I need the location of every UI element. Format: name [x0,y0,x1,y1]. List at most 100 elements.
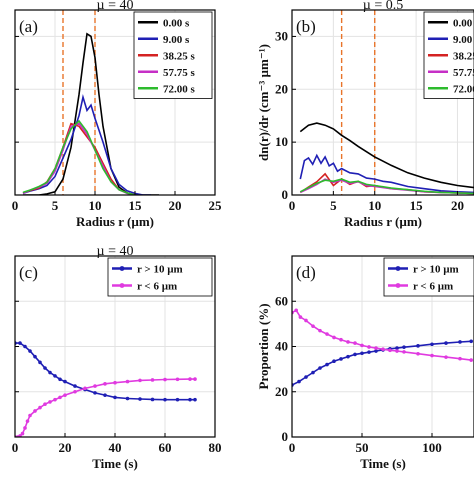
x-tick-label: 60 [159,440,172,455]
data-point [63,393,67,397]
x-axis-label: Radius r (µm) [76,214,154,229]
data-point [163,377,167,382]
legend-marker [119,266,125,271]
data-point [175,377,180,382]
x-tick-label: 25 [209,198,223,213]
data-point [125,396,130,401]
x-tick-label: 10 [368,198,381,213]
x-tick-label: 15 [410,198,424,213]
data-point [33,354,37,359]
legend-entry: 57.75 s [163,67,196,79]
data-point [28,413,32,418]
x-tick-label: 5 [52,198,59,213]
data-point [332,359,336,364]
data-point [360,351,364,356]
data-point [23,344,27,349]
y-tick-label: 0 [282,429,289,444]
y-tick-label: 40 [275,339,288,354]
x-tick-label: 100 [422,440,442,455]
data-point [367,350,371,354]
data-point [38,360,42,365]
panel-letter: (d) [296,263,316,282]
x-tick-label: 0 [289,440,296,455]
data-point [18,341,22,345]
data-point [381,347,385,352]
legend-entry: r < 6 µm [413,281,453,293]
data-point [113,395,117,400]
data-point [318,328,322,333]
data-point [33,409,37,413]
legend-box [383,257,474,297]
data-point [444,341,448,345]
x-tick-label: 15 [129,198,143,213]
x-tick-label: 10 [89,198,102,213]
data-point [360,343,364,348]
data-point [325,362,329,367]
data-point [150,397,155,402]
data-point [416,351,420,356]
data-point [458,356,462,361]
series-line-a-1 [22,94,151,195]
panel-a: 0 5 10 15 20 25 Radius r (µm) µ = 40 (a) 0.00 s 9.… [12,0,222,229]
x-tick-label: 20 [169,198,182,213]
data-point [113,380,117,385]
y-tick-label: 60 [275,293,288,308]
data-point [297,379,301,384]
panel-letter: (c) [19,263,38,282]
x-tick-label: 40 [109,440,122,455]
data-point [38,405,42,410]
data-point [73,389,77,394]
data-point [339,337,343,342]
y-tick-label: 0 [282,187,289,202]
data-point [374,346,378,350]
data-point [93,384,97,388]
series-line-a-4 [22,119,136,195]
series-line-b-1 [299,153,474,194]
data-point [193,377,197,381]
data-point [395,349,399,353]
legend-entry: 9.00 s [163,34,190,46]
data-point [23,426,27,430]
panel-d: 0 50 100 0 20 40 60 Time (s) Proportion (%) (d) r … [256,255,474,471]
data-point [416,344,420,348]
y-axis-label: Proportion (%) [256,303,271,389]
data-point [304,375,308,379]
panel-letter: (b) [296,17,316,36]
x-tick-label: 0 [12,440,19,455]
data-point [458,340,462,344]
legend-entry: 0.00 s [163,17,190,29]
legend-entry: 72.00 s [163,83,196,95]
data-point [444,355,448,359]
panel-c: 0 20 40 60 80 Time (s) µ = 40 (c) r > 10 µm r < 6… [12,244,222,471]
legend-marker [395,266,401,271]
legend-entry: 38.25 s [453,50,474,62]
x-tick-label: 0 [12,198,19,213]
series-line-d-0 [292,340,472,386]
legend-entry: 9.00 s [453,34,474,46]
data-point [138,378,142,383]
data-point [304,318,308,323]
y-tick-label: 30 [275,28,288,43]
data-point [48,370,52,375]
series-line-b-4 [299,178,474,195]
data-point [53,397,57,402]
x-tick-label: 0 [289,198,296,213]
data-point [402,345,406,349]
legend-marker [395,283,401,288]
legend: r > 10 µm r < 6 µm [383,257,474,297]
data-point [163,397,167,402]
data-point [298,315,303,319]
data-point [103,382,107,386]
legend-entry: 72.00 s [453,83,474,95]
legend-entry: r > 10 µm [413,264,459,276]
x-tick-label: 20 [451,198,464,213]
y-tick-label: 20 [275,81,288,96]
series-line-b-0 [299,122,474,189]
data-point [311,324,315,328]
data-point [339,357,343,361]
legend-entry: r < 6 µm [137,281,177,293]
data-point [318,366,322,370]
data-point [353,352,357,357]
data-point [43,402,47,406]
